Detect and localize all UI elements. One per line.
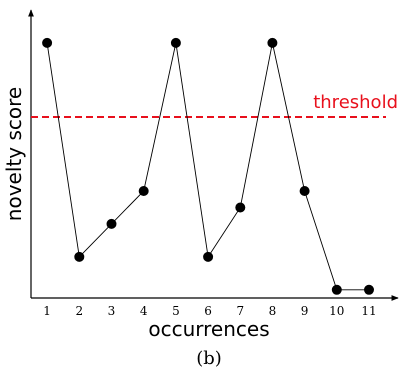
x-tick-label-11: 11 xyxy=(361,304,376,318)
data-point-4 xyxy=(138,186,149,196)
x-tick-label-8: 8 xyxy=(269,304,277,318)
x-tick-label-7: 7 xyxy=(236,304,244,318)
data-point-1 xyxy=(42,37,53,48)
data-point-8 xyxy=(267,37,278,48)
data-point-2 xyxy=(74,251,85,262)
x-tick-label-10: 10 xyxy=(329,304,344,318)
x-tick-labels: 1 2 3 4 5 6 7 8 9 10 11 xyxy=(43,304,376,318)
x-tick-label-2: 2 xyxy=(75,304,83,318)
data-point-5 xyxy=(170,37,181,48)
data-point-9 xyxy=(299,186,310,196)
data-point-10 xyxy=(331,284,342,295)
data-point-6 xyxy=(203,251,214,262)
data-point-7 xyxy=(235,202,246,213)
x-axis-label: occurrences xyxy=(148,317,269,341)
novelty-series xyxy=(42,37,374,295)
threshold-label: threshold xyxy=(313,92,398,113)
figure-caption: (b) xyxy=(196,348,222,369)
x-tick-label-6: 6 xyxy=(204,304,212,318)
x-tick-label-4: 4 xyxy=(140,304,148,318)
x-tick-label-1: 1 xyxy=(43,304,51,318)
x-tick-label-9: 9 xyxy=(301,304,309,318)
x-tick-label-5: 5 xyxy=(172,304,180,318)
y-axis-label: novelty score xyxy=(2,87,26,221)
x-tick-label-3: 3 xyxy=(108,304,116,318)
data-point-11 xyxy=(364,284,374,295)
data-point-3 xyxy=(106,218,117,229)
